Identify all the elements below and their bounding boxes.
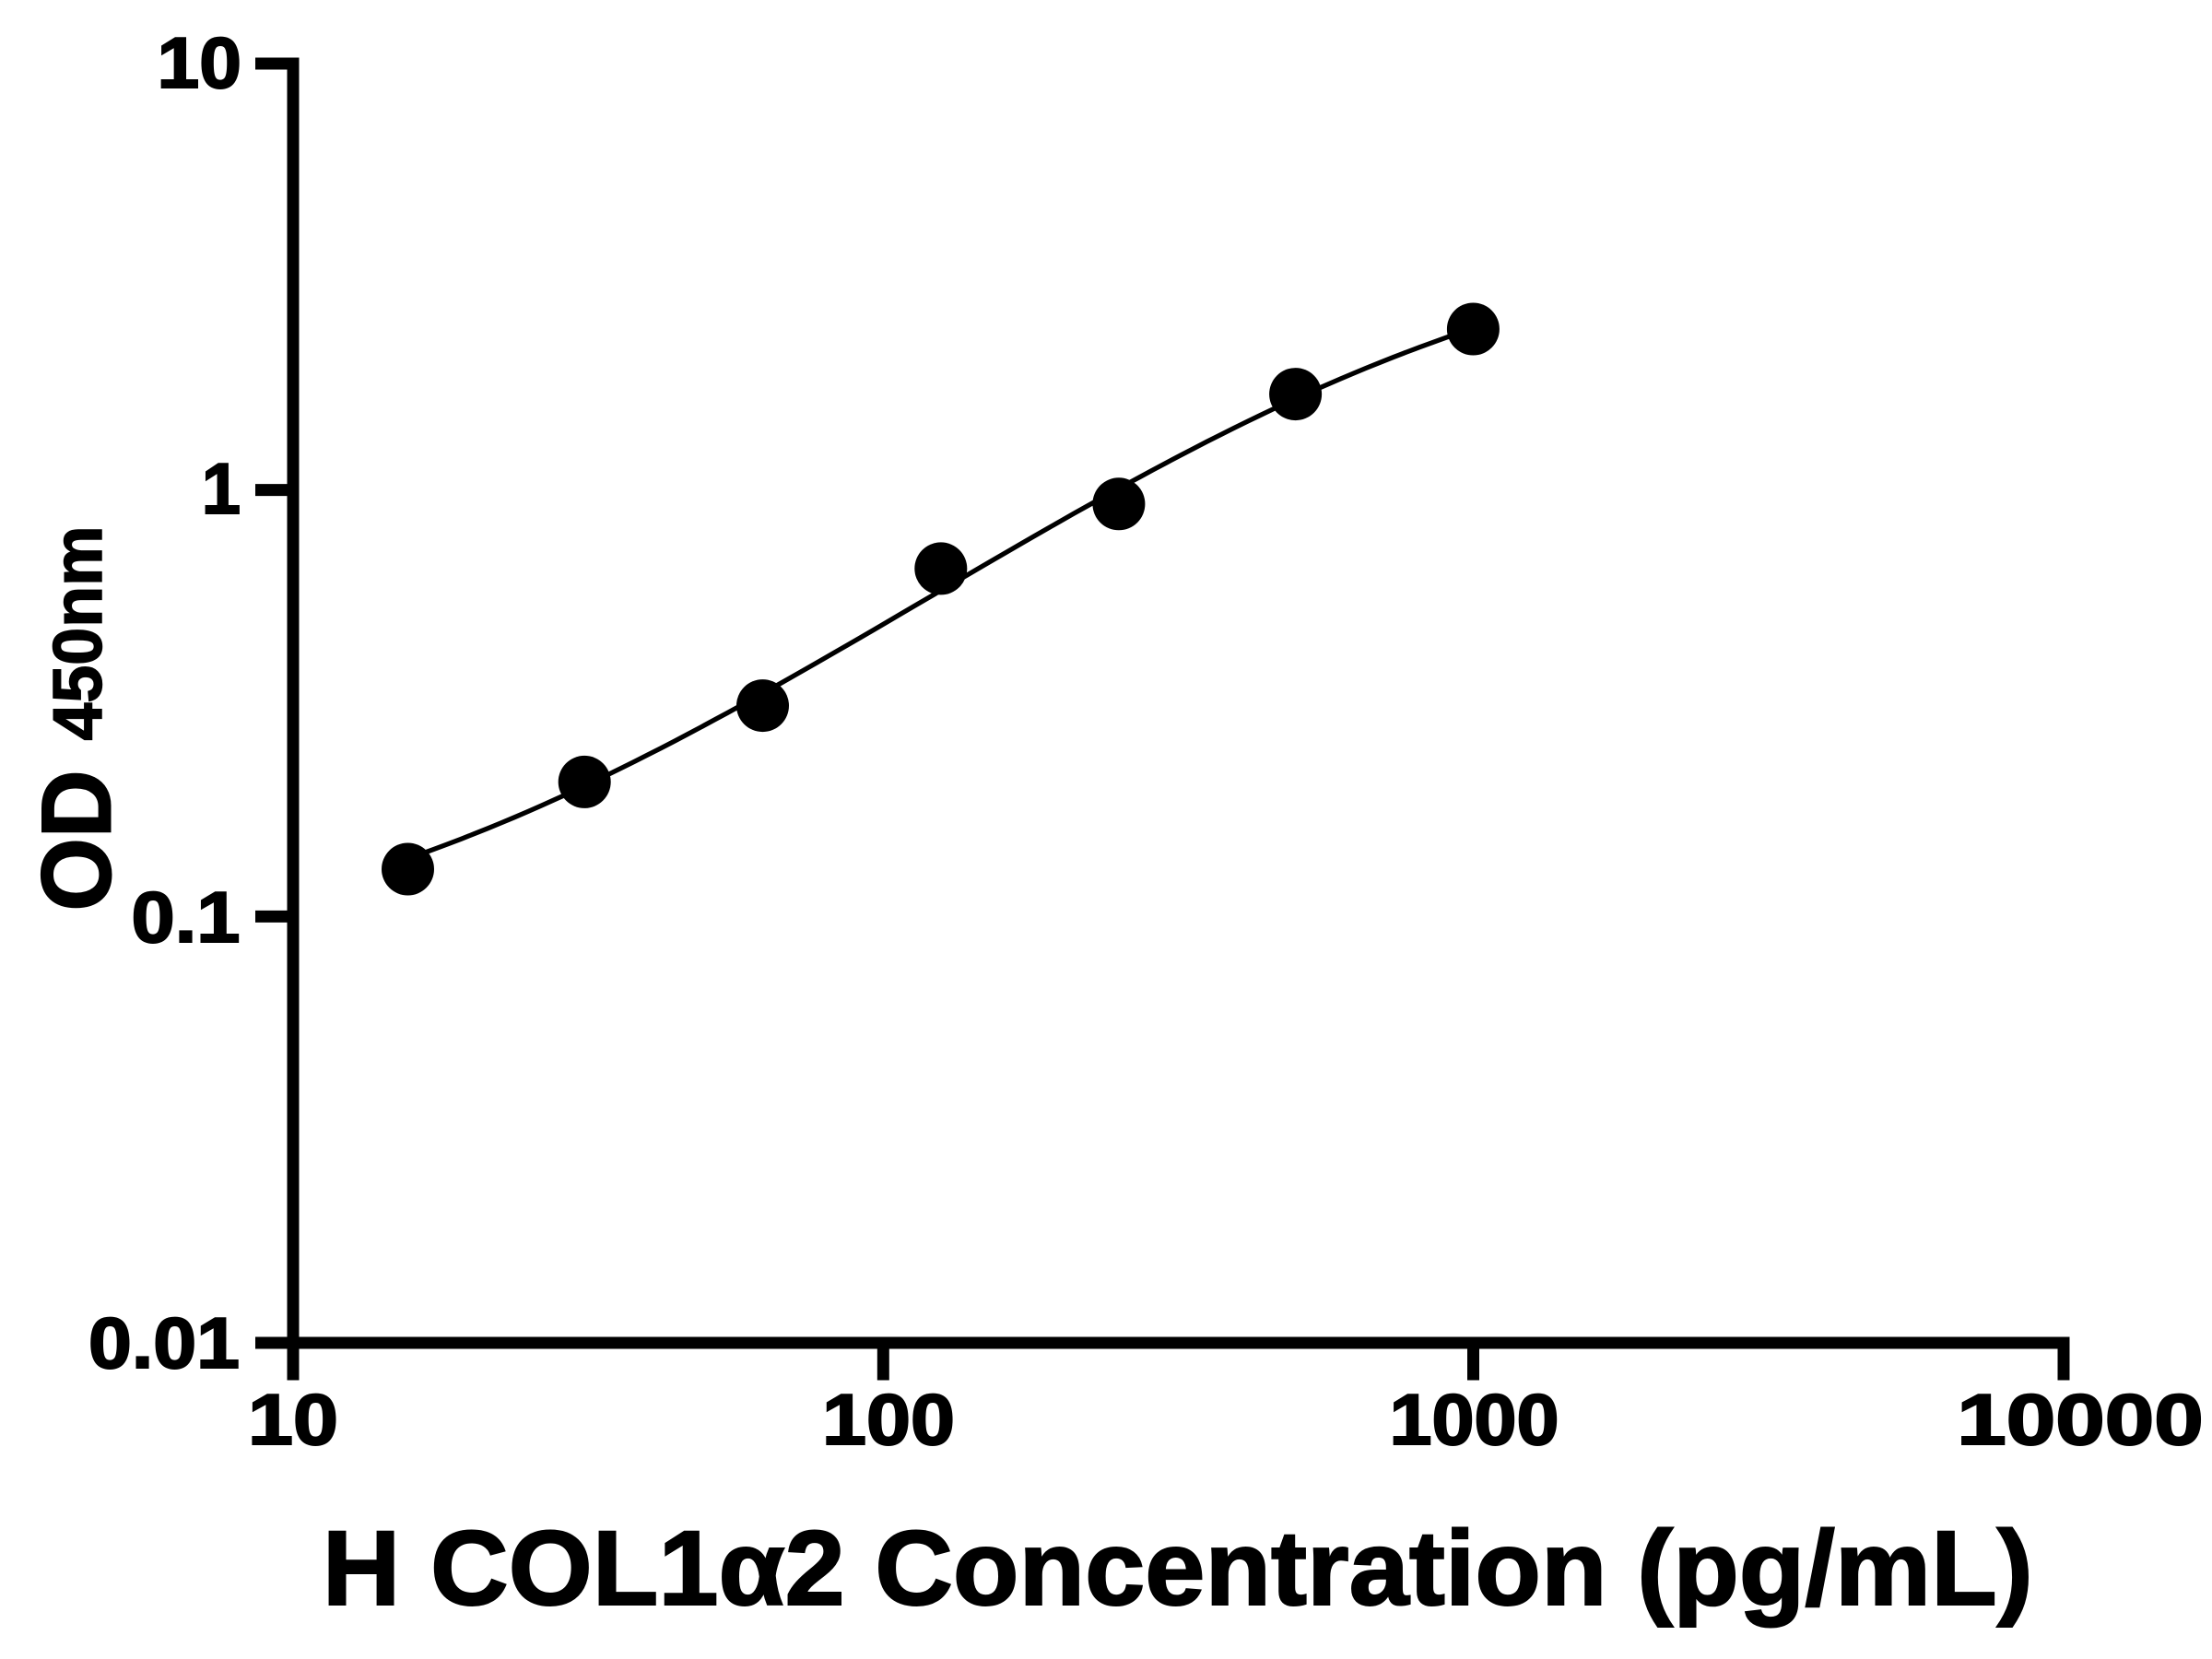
svg-text:10: 10 [248,1381,338,1460]
svg-text:0.01: 0.01 [88,1304,240,1383]
svg-text:1000: 1000 [1390,1381,1559,1460]
svg-text:H COL1α2 Concentration (pg/mL): H COL1α2 Concentration (pg/mL) [323,1510,2033,1628]
svg-text:10000: 10000 [1957,1381,2204,1460]
svg-text:1: 1 [202,450,241,529]
svg-text:100: 100 [822,1381,955,1460]
svg-text:0.1: 0.1 [132,878,241,958]
svg-text:OD: OD [20,771,131,912]
svg-text:450nm: 450nm [39,526,116,741]
svg-text:10: 10 [158,24,242,103]
